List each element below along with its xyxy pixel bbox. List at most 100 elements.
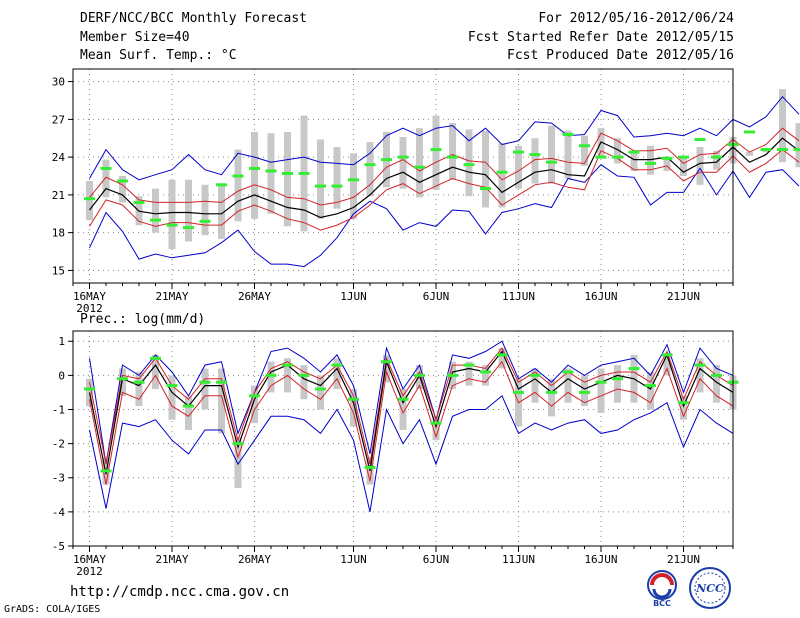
mean-marker	[579, 144, 590, 148]
mean-marker	[84, 197, 95, 201]
spread-box	[317, 139, 324, 219]
spread-box	[350, 153, 357, 219]
spread-box	[746, 152, 753, 156]
mean-marker	[447, 373, 458, 377]
mean-marker	[348, 178, 359, 182]
mean-marker	[232, 174, 244, 178]
mean-marker	[216, 183, 227, 187]
spread-box	[696, 358, 704, 393]
min-line	[89, 164, 800, 268]
mean-marker	[595, 380, 607, 384]
spread-box	[564, 368, 572, 403]
x-tick-label: 16MAY	[73, 553, 106, 566]
spread-box	[531, 138, 539, 184]
spread-box	[251, 385, 258, 424]
spread-box	[482, 130, 489, 208]
bcc-logo: BCC	[640, 568, 684, 608]
spread-box	[333, 147, 341, 209]
mean-marker	[562, 132, 574, 136]
spread-box	[383, 354, 390, 383]
median-line	[89, 137, 800, 219]
spread-box	[713, 150, 720, 170]
spread-box	[647, 371, 654, 410]
mean-marker	[513, 390, 524, 394]
spread-box	[581, 375, 588, 407]
mean-marker	[793, 148, 800, 152]
mean-marker	[298, 373, 310, 377]
ncc-logo-icon: NCC	[689, 567, 731, 609]
svg-text:NCC: NCC	[695, 582, 724, 595]
mean-marker	[546, 390, 557, 394]
x-tick-label: 21JUN	[667, 290, 700, 303]
mean-marker	[166, 223, 178, 227]
spread-box	[201, 184, 209, 236]
mean-marker	[414, 373, 425, 377]
x-tick-label: 26MAY	[238, 553, 271, 566]
mean-marker	[282, 171, 293, 175]
mean-marker	[249, 166, 260, 170]
spread-box	[614, 138, 621, 164]
y-tick-label: 30	[52, 76, 65, 89]
mean-marker	[117, 377, 128, 381]
y-tick-label: -2	[52, 438, 65, 451]
mean-marker	[265, 373, 277, 377]
mean-marker	[381, 360, 392, 364]
mean-marker	[100, 469, 112, 473]
spread-box	[119, 176, 126, 203]
lower-spread-line	[89, 360, 734, 485]
spread-box	[795, 123, 800, 168]
svg-text:BCC: BCC	[653, 599, 671, 608]
spread-box	[218, 368, 225, 434]
mean-marker	[216, 380, 227, 384]
mean-marker	[249, 394, 260, 398]
bcc-logo-icon: BCC	[647, 570, 677, 608]
x-tick-label: 6JUN	[423, 290, 450, 303]
spread-box	[152, 188, 159, 233]
spread-box	[663, 158, 671, 171]
x-tick-label: 1JUN	[340, 553, 367, 566]
spread-box	[350, 389, 357, 427]
footer-url[interactable]: http://cmdp.ncc.cma.gov.cn	[70, 584, 290, 600]
mean-marker	[100, 166, 112, 170]
spread-box	[680, 395, 687, 420]
mean-marker	[298, 171, 310, 175]
variable-label-precipitation: Prec.: log(mm/d)	[80, 312, 205, 327]
mean-marker	[150, 356, 161, 360]
x-tick-label: 26MAY	[238, 290, 271, 303]
mean-marker	[579, 390, 590, 394]
mean-marker	[282, 363, 293, 367]
upper-spread-line	[89, 127, 800, 206]
grads-credit: GrADS: COLA/IGES	[4, 604, 101, 615]
spread-box	[581, 135, 588, 166]
mean-marker	[315, 184, 326, 188]
member-size: Member Size=40	[80, 30, 190, 45]
spread-box	[152, 354, 159, 390]
x-tick-label: 16MAY	[73, 290, 106, 303]
produced-date: Fcst Produced Date 2012/05/16	[507, 48, 734, 63]
spread-box	[317, 375, 324, 410]
spread-box	[185, 395, 192, 430]
mean-marker	[84, 387, 95, 391]
spread-box	[465, 129, 473, 197]
min-line	[89, 394, 734, 513]
spread-box	[663, 354, 671, 376]
spread-box	[416, 128, 423, 198]
mean-marker	[414, 165, 425, 169]
spread-box	[564, 130, 572, 179]
mean-marker	[463, 163, 475, 167]
x-tick-label: 21MAY	[155, 290, 188, 303]
spread-box	[267, 361, 275, 393]
spread-box	[597, 368, 605, 413]
spread-box	[713, 365, 720, 403]
x-tick-label: 16JUN	[584, 290, 617, 303]
mean-marker	[694, 363, 706, 367]
mean-marker	[480, 370, 491, 374]
y-tick-label: 0	[58, 369, 65, 382]
mean-marker	[694, 137, 706, 141]
y-tick-label: -4	[52, 506, 66, 519]
mean-marker	[678, 401, 689, 405]
mean-marker	[529, 373, 541, 377]
x-tick-label: 11JUN	[502, 553, 535, 566]
x-tick-label: 1JUN	[340, 290, 367, 303]
mean-marker	[496, 353, 508, 357]
